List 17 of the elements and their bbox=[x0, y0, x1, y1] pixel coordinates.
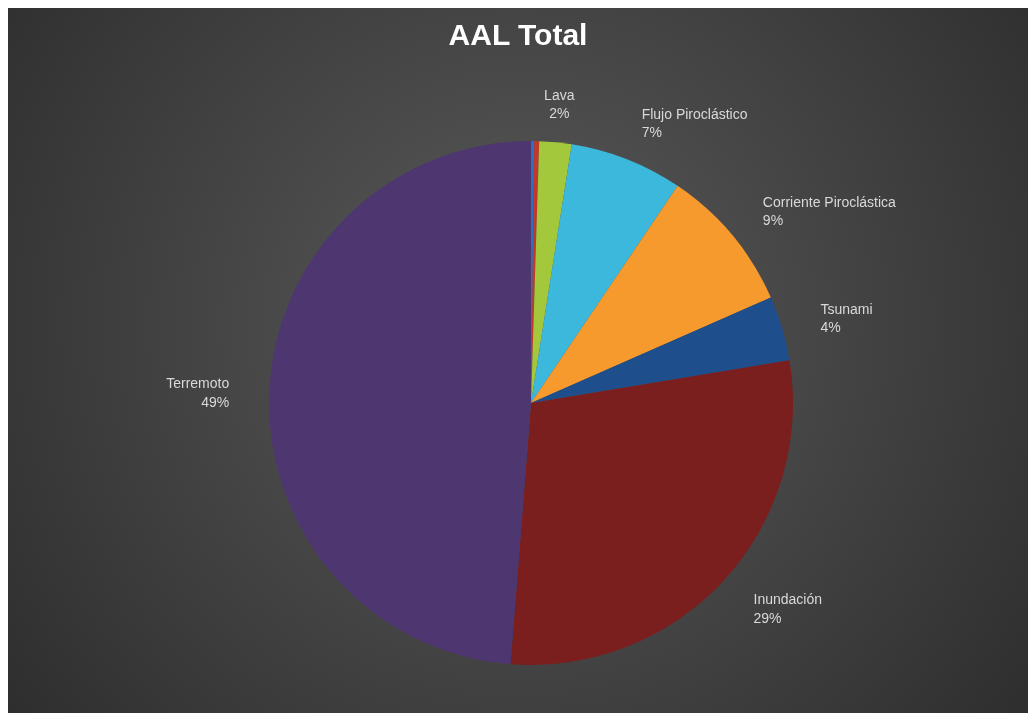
slice-label: Flujo Piroclástico bbox=[641, 106, 748, 123]
slice-label: Terremoto bbox=[166, 375, 230, 392]
data-label: 4% bbox=[820, 319, 841, 336]
slice-label: Corriente Piroclástica bbox=[762, 193, 897, 210]
data-label: 2% bbox=[549, 104, 570, 121]
slice-label: Inundación bbox=[753, 591, 823, 608]
slice-label: Lava bbox=[544, 86, 575, 103]
chart-title: AAL Total bbox=[447, 18, 589, 52]
pie-slice bbox=[531, 144, 678, 403]
pie-slice bbox=[531, 141, 572, 403]
pie-slice bbox=[531, 297, 790, 403]
data-label: 7% bbox=[641, 124, 662, 141]
data-label: 29% bbox=[753, 609, 782, 626]
data-label: 9% bbox=[762, 211, 784, 228]
data-label: 49% bbox=[201, 393, 230, 410]
pie-slice bbox=[269, 141, 531, 665]
slice-label: Tsunami bbox=[820, 301, 873, 318]
